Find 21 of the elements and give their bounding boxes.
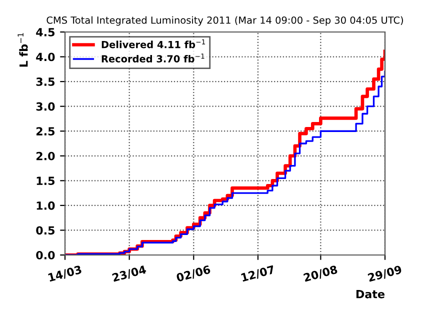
y-tick-label: 3.5 — [36, 78, 54, 86]
x-tick-label: 20/08 — [303, 265, 338, 283]
x-tick-label: 12/07 — [240, 265, 276, 283]
legend-label: Delivered 4.11 fb$^{−1}$ — [102, 39, 206, 48]
y-axis-title: L fb$^{−1}$ — [18, 33, 28, 67]
x-tick-label: 29/09 — [368, 265, 402, 283]
y-tick-label: 4.0 — [36, 52, 55, 62]
x-tick-label: 23/04 — [112, 265, 147, 283]
y-tick-label: 1.5 — [36, 176, 54, 186]
x-tick-label: 14/03 — [48, 265, 82, 283]
y-tick-label: 2.5 — [36, 127, 54, 136]
y-tick-label: 0.5 — [36, 226, 54, 235]
y-tick-label: 1.0 — [36, 201, 55, 210]
legend-label: Recorded 3.70 fb$^{−1}$ — [102, 54, 204, 62]
x-tick-label: 02/06 — [176, 265, 212, 283]
x-axis-title: Date — [356, 290, 384, 298]
y-tick-label: 2.0 — [36, 152, 55, 160]
y-tick-label: 0.0 — [36, 250, 55, 260]
chart-title: CMS Total Integrated Luminosity 2011 (Mar 14 09:00 - Sep 30 04:05 UTC) — [46, 16, 403, 26]
y-tick-label: 3.0 — [36, 102, 55, 111]
y-tick-label: 4.5 — [36, 28, 54, 36]
